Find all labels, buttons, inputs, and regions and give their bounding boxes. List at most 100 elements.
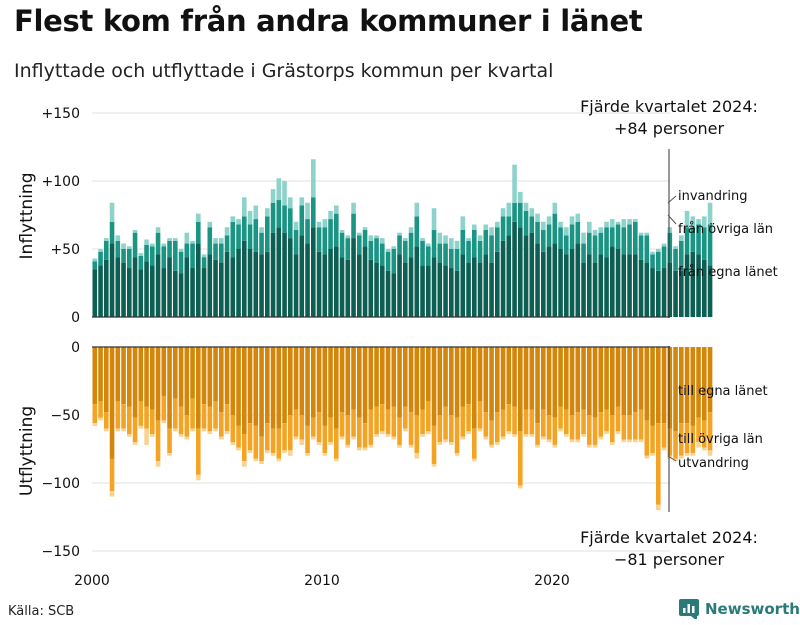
outflow-bar-egna-lanet	[190, 347, 195, 399]
outflow-bar-egna-lanet	[196, 347, 201, 429]
outflow-bar-ovriga-lan	[592, 417, 598, 445]
outflow-bar-egna-lanet	[638, 347, 644, 410]
outflow-bar-ovriga-lan	[150, 409, 155, 435]
inflow-bar-ovriga-lan	[259, 232, 264, 255]
inflow-bar-egna-lanet	[587, 254, 592, 317]
outflow-bar-egna-lanet	[690, 347, 696, 426]
inflow-bar-egna-lanet	[380, 265, 385, 317]
source-note: Källa: SCB	[8, 604, 75, 619]
outflow-bar-utvandring	[414, 453, 420, 459]
outflow-bar-egna-lanet	[495, 347, 500, 413]
outflow-bar-ovriga-lan	[121, 404, 126, 429]
inflow-bar-invandring	[679, 235, 684, 241]
inflow-bar-egna-lanet	[621, 254, 627, 317]
inflow-bar-egna-lanet	[707, 265, 713, 317]
outflow-bar-egna-lanet	[92, 347, 98, 405]
inflow-bar-egna-lanet	[334, 246, 339, 317]
outflow-bar-egna-lanet	[454, 347, 460, 418]
outflow-bar-ovriga-lan	[374, 406, 379, 435]
inflow-bar-egna-lanet	[138, 269, 144, 317]
outflow-bar-utvandring	[673, 458, 678, 462]
outflow-bar-ovriga-lan	[144, 406, 149, 429]
inflow-bar-invandring	[564, 227, 569, 236]
inflow-bar-invandring	[259, 227, 264, 233]
outflow-bar-ovriga-lan	[362, 423, 368, 448]
outflow-bar-utvandring	[265, 450, 270, 454]
inflow-bar-invandring	[219, 238, 224, 244]
inflow-bar-invandring	[155, 227, 161, 233]
outflow-bar-egna-lanet	[397, 347, 402, 418]
inflow-bar-egna-lanet	[190, 268, 195, 317]
outflow-bar-egna-lanet	[546, 347, 552, 415]
inflow-bar-egna-lanet	[207, 254, 213, 317]
inflow-bar-egna-lanet	[615, 249, 621, 317]
outflow-bar-ovriga-lan	[523, 409, 529, 435]
outflow-bar-egna-lanet	[155, 347, 161, 421]
inflow-bar-ovriga-lan	[380, 243, 385, 266]
outflow-bar-ovriga-lan	[684, 423, 690, 454]
inflow-bar-invandring	[408, 227, 414, 233]
inflow-bar-ovriga-lan	[282, 205, 287, 233]
inflow-bar-invandring	[282, 181, 287, 206]
inflow-bar-invandring	[431, 208, 437, 230]
outflow-bar-egna-lanet	[679, 347, 684, 424]
outflow-bar-ovriga-lan	[259, 436, 264, 462]
outflow-bar-utvandring	[575, 439, 581, 443]
inflow-bar-invandring	[150, 243, 155, 247]
inflow-bar-invandring	[489, 227, 494, 236]
inflow-bar-egna-lanet	[201, 268, 207, 317]
inflow-bar-ovriga-lan	[495, 227, 500, 252]
outflow-bar-ovriga-lan	[420, 409, 425, 435]
inflow-bar-invandring	[167, 238, 172, 241]
inflow-bar-ovriga-lan	[374, 238, 379, 263]
inflow-bar-egna-lanet	[610, 246, 615, 317]
outflow-bar-utvandring	[276, 458, 282, 462]
inflow-bar-invandring	[173, 238, 178, 241]
inflow-bar-egna-lanet	[500, 240, 506, 317]
series-labels: invandring från övriga län från egna län…	[667, 189, 778, 471]
inflow-bar-egna-lanet	[299, 235, 305, 317]
outflow-bar-utvandring	[242, 461, 247, 467]
outflow-bar-egna-lanet	[161, 347, 167, 396]
inflow-bar-ovriga-lan	[270, 202, 276, 233]
inflow-bar-egna-lanet	[408, 257, 414, 317]
inflow-bar-ovriga-lan	[592, 235, 598, 263]
inflow-bar-ovriga-lan	[541, 229, 546, 252]
outflow-bar-ovriga-lan	[661, 423, 667, 448]
inflow-bar-invandring	[184, 232, 190, 244]
legend-label-invandring: invandring	[678, 189, 747, 204]
outflow-bar-ovriga-lan	[311, 417, 316, 437]
outflow-bar-utvandring	[201, 428, 207, 432]
outflow-bar-utvandring	[552, 444, 558, 448]
inflow-bar-invandring	[552, 202, 558, 214]
inflow-bar-egna-lanet	[644, 262, 650, 317]
outflow-bar-utvandring	[362, 447, 368, 451]
y-axis-ticks: +150 +100 +50 0 0 −50 −100 −150	[42, 106, 80, 560]
outflow-bar-ovriga-lan	[512, 406, 517, 435]
inflow-bar-ovriga-lan	[564, 235, 569, 255]
outflow-bar-ovriga-lan	[598, 412, 604, 437]
outflow-bar-ovriga-lan	[299, 415, 305, 440]
outflow-bar-utvandring	[144, 428, 149, 445]
outflow-bar-egna-lanet	[242, 347, 247, 435]
inflow-bar-ovriga-lan	[236, 224, 241, 249]
inflow-bar-egna-lanet	[598, 254, 604, 317]
inflow-bar-invandring	[247, 210, 253, 225]
outflow-bar-ovriga-lan	[98, 401, 103, 418]
outflow-bar-egna-lanet	[305, 347, 310, 426]
x-tick-label: 2010	[304, 573, 340, 589]
outflow-bar-ovriga-lan	[431, 425, 437, 464]
outflow-bar-egna-lanet	[316, 347, 322, 413]
inflow-bar-ovriga-lan	[213, 243, 218, 260]
outflow-bar-egna-lanet	[173, 347, 178, 399]
x-tick-label: 2000	[74, 573, 110, 589]
outflow-bar-ovriga-lan	[322, 425, 328, 454]
inflow-bar-invandring	[569, 216, 575, 225]
inflow-bar-egna-lanet	[178, 273, 184, 317]
inflow-bar-invandring	[518, 191, 523, 203]
outflow-bar-ovriga-lan	[328, 417, 333, 443]
inflow-bar-egna-lanet	[592, 262, 598, 317]
outflow-bar-utvandring	[420, 434, 425, 437]
outflow-bar-ovriga-lan	[518, 431, 523, 486]
inflow-bar-ovriga-lan	[127, 249, 132, 269]
